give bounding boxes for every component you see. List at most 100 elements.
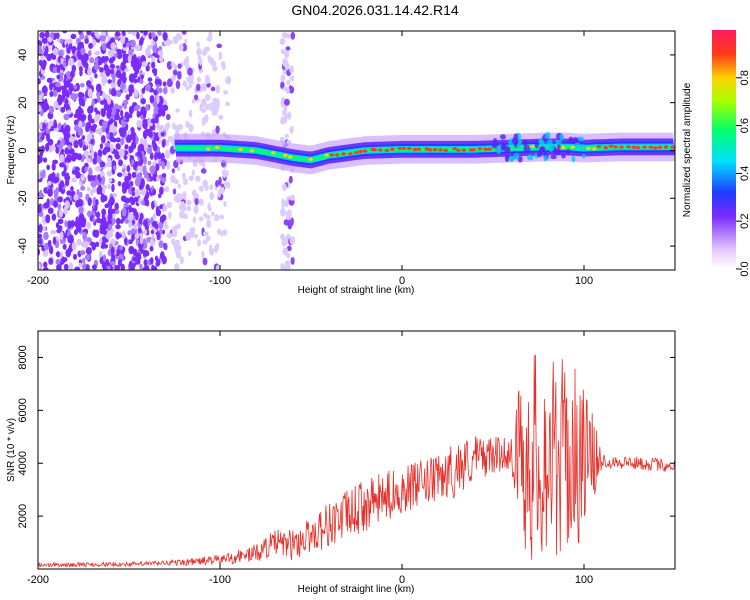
noise-dot [194,197,199,206]
noise-dot [125,134,132,143]
noise-dot [209,184,214,191]
noise-dot [110,88,116,97]
noise-dot [63,102,70,109]
noise-dot [178,43,184,52]
noise-dot [79,191,83,198]
noise-dot [120,263,125,270]
y-tick-label: 4000 [17,451,29,475]
noise-dot [95,113,101,121]
noise-dot [216,43,223,49]
noise-dot [127,54,132,63]
ridge-peak [487,147,492,151]
noise-dot [62,62,67,67]
noise-dot [131,191,136,197]
noise-dot [111,137,117,143]
noise-dot [86,237,92,243]
noise-dot [38,203,42,209]
noise-dot [282,247,289,256]
noise-dot [197,55,202,62]
noise-dot [154,78,160,86]
noise-dot [84,38,89,44]
noise-dot [87,49,92,57]
noise-dot [131,186,136,193]
y-tick-label: 20 [17,97,29,109]
noise-dot [179,203,183,211]
noise-dot [116,48,122,55]
noise-dot [121,31,126,37]
noise-dot [177,183,182,189]
noise-dot [74,166,80,173]
noise-dot [107,183,111,190]
spectrogram-noise [38,31,296,270]
noise-dot [280,48,286,55]
colorbar-label: Normalized spectral amplitude [682,82,693,217]
noise-dot [173,195,178,202]
noise-dot [74,266,81,270]
noise-dot [90,149,95,158]
noise-dot [284,50,290,59]
noise-dot [285,46,291,51]
ridge-peak [401,146,407,151]
noise-dot [71,241,77,251]
noise-dot [139,263,143,270]
noise-dot [114,149,118,156]
noise-dot [143,31,148,36]
noise-dot [176,166,181,172]
noise-dot [73,193,79,201]
noise-dot [100,180,105,185]
noise-dot [62,243,67,250]
noise-dot [144,250,150,257]
noise-dot [55,264,62,270]
ridge-blob [543,155,548,162]
noise-dot [105,67,111,77]
noise-dot [156,121,160,131]
noise-dot [82,144,87,152]
noise-dot [200,168,207,174]
noise-dot [99,100,106,105]
noise-dot [129,146,134,153]
noise-dot [108,231,114,238]
noise-dot [288,86,295,94]
noise-dot [128,245,135,255]
colorbar [712,30,736,269]
noise-dot [286,33,291,39]
noise-dot [123,202,129,208]
noise-dot [164,243,168,251]
noise-dot [98,250,103,259]
noise-dot [113,165,117,171]
noise-dot [198,216,204,222]
noise-dot [86,31,92,36]
ridge-peak [243,147,249,151]
y-tick-label: 40 [17,49,29,61]
noise-dot [176,223,181,230]
ridge-peak [329,153,335,157]
noise-dot [100,135,106,144]
noise-dot [60,106,66,113]
ridge-peak [635,146,641,150]
ridge-blob [550,154,557,160]
noise-dot [68,262,74,270]
noise-dot [84,254,91,261]
noise-dot [44,31,50,39]
noise-dot [121,207,127,217]
noise-dot [62,257,68,263]
noise-dot [162,204,168,212]
noise-dot [56,251,60,258]
noise-dot [57,203,62,210]
noise-dot [147,77,153,82]
noise-dot [115,217,121,225]
noise-dot [148,131,153,138]
noise-dot [80,82,85,88]
ridge-peak [238,148,243,152]
colorbar-tick-label: 0.0 [739,261,750,276]
noise-dot [139,78,144,85]
ridge-peak [334,153,340,157]
noise-dot [63,113,70,121]
noise-dot [185,231,192,241]
noise-dot [209,191,215,201]
noise-dot [189,227,196,234]
noise-dot [108,177,113,183]
noise-dot [206,36,213,42]
noise-dot [70,185,74,192]
ridge-blob [561,153,566,159]
